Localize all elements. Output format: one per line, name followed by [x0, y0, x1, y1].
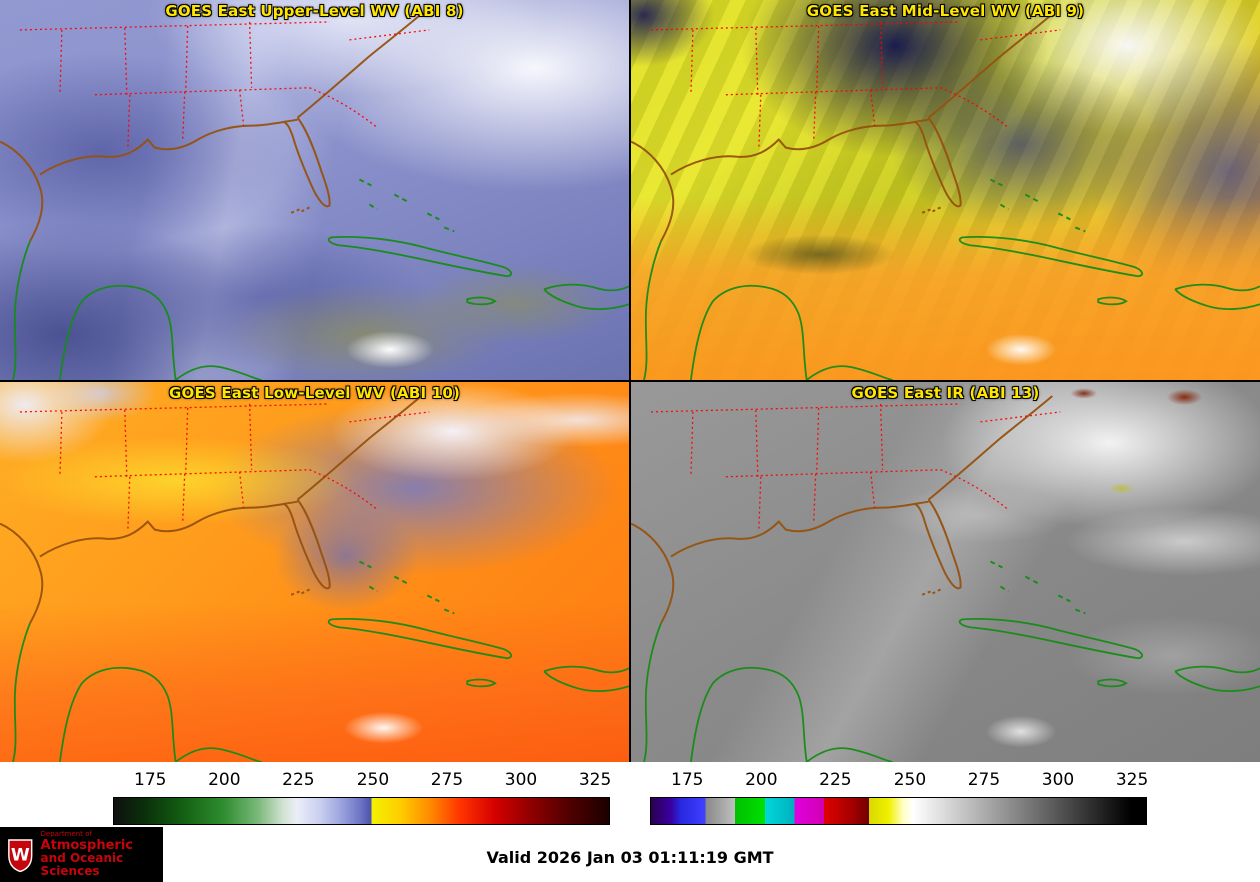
- panel-low-level-wv: GOES East Low-Level WV (ABI 10): [0, 382, 629, 762]
- ir-colorbar-group: 175 200 225 250 275 300 325: [650, 768, 1149, 826]
- logo-dept-line: Department of: [40, 830, 92, 839]
- crest-letter: W: [11, 845, 30, 865]
- ir-colorbar-ticks: 175 200 225 250 275 300 325: [650, 768, 1149, 794]
- tick-label: 175: [134, 770, 167, 790]
- footer: W Department of Atmospheric and Oceanic …: [0, 827, 1260, 882]
- tick-label: 250: [356, 770, 390, 790]
- map-overlay: [0, 394, 629, 762]
- tick-label: 275: [430, 770, 464, 790]
- wv-colorbar-ticks: 175 200 225 250 275 300 325: [113, 768, 612, 794]
- panel-title-abi10: GOES East Low-Level WV (ABI 10): [168, 384, 461, 402]
- panel-mid-level-wv: GOES East Mid-Level WV (ABI 9): [631, 0, 1260, 380]
- wv-colorbar-group: 175 200 225 250 275 300 325: [113, 768, 612, 826]
- tick-label: 325: [578, 770, 612, 790]
- tick-label: 250: [893, 770, 927, 790]
- panel-title-abi9: GOES East Mid-Level WV (ABI 9): [806, 2, 1085, 20]
- logo-line1: Atmospheric: [40, 837, 133, 853]
- panel-grid: GOES East Upper-Level WV (ABI 8) GOES Ea…: [0, 0, 1260, 762]
- tick-label: 325: [1115, 770, 1149, 790]
- valid-time-text: Valid 2026 Jan 03 01:11:19 GMT: [486, 848, 774, 867]
- tick-label: 275: [967, 770, 1001, 790]
- tick-label: 175: [671, 770, 704, 790]
- tick-label: 225: [819, 770, 852, 790]
- panel-title-abi8: GOES East Upper-Level WV (ABI 8): [165, 2, 464, 20]
- panel-upper-level-wv: GOES East Upper-Level WV (ABI 8): [0, 0, 629, 380]
- tick-label: 200: [745, 770, 778, 790]
- map-overlay: [631, 12, 1260, 380]
- tick-label: 225: [282, 770, 315, 790]
- logo-text: Department of Atmospheric and Oceanic Sc…: [40, 830, 163, 878]
- map-overlay: [0, 12, 629, 380]
- map-overlay: [631, 394, 1260, 762]
- logo-line2: and Oceanic Sciences: [40, 851, 124, 878]
- colorbar-row: 175 200 225 250 275 300 325 175 200 225 …: [0, 762, 1260, 830]
- tick-label: 300: [1041, 770, 1075, 790]
- tick-label: 200: [208, 770, 241, 790]
- uw-crest-icon: W: [8, 838, 33, 872]
- panel-ir: GOES East IR (ABI 13): [631, 382, 1260, 762]
- ir-colorbar: [650, 797, 1147, 825]
- tick-label: 300: [504, 770, 538, 790]
- panel-title-abi13: GOES East IR (ABI 13): [851, 384, 1040, 402]
- wv-colorbar: [113, 797, 610, 825]
- uw-aos-logo: W Department of Atmospheric and Oceanic …: [0, 827, 163, 882]
